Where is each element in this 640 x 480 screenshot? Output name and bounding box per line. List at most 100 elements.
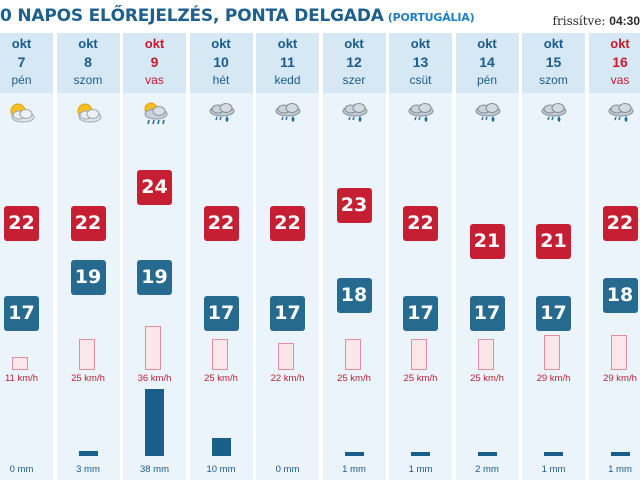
day-column[interactable]: okt 12 szer 23 18 25 km/h 1 mm [322,33,386,480]
wind-bar [544,335,560,370]
day-number: 10 [213,54,229,70]
wind-speed: 25 km/h [470,373,504,384]
min-temp-badge: 18 [602,278,638,313]
wind-bar [78,339,95,370]
day-number: 16 [612,54,628,70]
day-weekday: szer [342,73,366,87]
day-header: okt 8 szom [56,33,120,93]
wind-bar [278,343,294,370]
day-number: 12 [346,54,362,70]
min-temp-badge: 17 [203,296,239,331]
day-weekday: vas [145,73,164,87]
day-column[interactable]: okt 15 szom 21 17 29 km/h 1 mm [522,33,585,480]
day-number: 11 [280,54,295,70]
day-month: okt [477,36,497,51]
wind-speed: 11 km/h [4,373,39,384]
day-column[interactable]: okt 8 szom 22 19 25 km/h 3 mm [56,33,120,480]
day-month: okt [543,36,564,51]
day-header: okt 13 csüt [389,33,452,93]
cloud-rain-icon [538,100,570,126]
min-temp-badge: 17 [536,296,571,331]
day-weekday: vas [610,73,630,87]
sun-cloud-rain-icon [139,100,171,126]
max-temp-badge: 24 [137,170,172,205]
day-number: 9 [150,54,159,70]
day-month: okt [11,36,32,51]
min-temp-badge: 19 [137,260,172,295]
day-header: okt 10 hét [189,33,253,93]
rain-amount: 1 mm [541,464,566,475]
wind-speed: 25 km/h [71,373,105,384]
max-temp-badge: 22 [4,206,39,241]
min-temp-badge: 17 [270,296,305,331]
cloud-rain-icon [472,100,504,126]
wind-speed: 25 km/h [204,373,238,384]
day-header: okt 9 vas [123,33,186,93]
day-column[interactable]: okt 9 vas 24 19 36 km/h 38 mm [123,33,186,480]
country-label: (PORTUGÁLIA) [387,11,475,24]
day-weekday: hét [212,73,230,87]
rain-amount: 1 mm [342,464,366,475]
day-weekday: pén [476,73,498,87]
rain-bar [610,452,630,456]
cloud-rain-icon [405,100,437,126]
min-temp-badge: 18 [336,278,372,313]
updated-label: frissítve: [552,14,606,28]
max-temp-badge: 23 [336,188,372,223]
day-weekday: szom [73,73,103,87]
wind-speed: 22 km/h [270,373,305,384]
day-number: 15 [545,54,562,70]
cloud-rain-icon [339,100,371,126]
day-column[interactable]: okt 7 pén 22 17 11 km/h 0 mm [0,33,53,480]
day-header: okt 16 vas [588,33,640,93]
day-number: 13 [412,54,429,70]
wind-bar [344,339,361,370]
min-temp-badge: 19 [70,260,106,295]
max-temp-badge: 21 [536,224,571,259]
max-temp-badge: 22 [602,206,638,241]
rain-bar [344,452,364,456]
wind-speed: 25 km/h [403,373,438,384]
wind-speed: 25 km/h [337,373,371,384]
wind-speed: 29 km/h [536,373,571,384]
min-temp-badge: 17 [469,296,505,331]
day-weekday: csüt [409,73,432,87]
rain-bar [78,451,98,456]
day-header: okt 14 pén [455,33,519,93]
rain-bar [477,452,497,456]
day-weekday: pén [11,73,32,87]
rain-amount: 0 mm [275,464,300,475]
rain-amount: 1 mm [408,464,433,475]
rain-amount: 2 mm [475,464,499,475]
wind-bar [411,339,427,370]
day-number: 7 [17,54,26,70]
day-column[interactable]: okt 10 hét 22 17 25 km/h 10 mm [189,33,253,480]
day-header: okt 15 szom [522,33,585,93]
sun-cloud-icon [73,100,105,126]
wind-bar [610,335,627,370]
rain-bar [544,452,563,456]
wind-bar [211,339,228,370]
rain-amount: 38 mm [139,464,170,475]
day-header: okt 11 kedd [256,33,319,93]
rain-amount: 10 mm [206,464,236,475]
updated-time: 04:30 [609,14,640,28]
day-column[interactable]: okt 14 pén 21 17 25 km/h 2 mm [455,33,519,480]
day-column[interactable]: okt 11 kedd 22 17 22 km/h 0 mm [256,33,319,480]
max-temp-badge: 22 [203,206,239,241]
cloud-rain-icon [206,100,238,126]
day-column[interactable]: okt 13 csüt 22 17 25 km/h 1 mm [389,33,452,480]
max-temp-badge: 21 [469,224,505,259]
wind-bar [477,339,494,370]
day-weekday: szom [539,73,568,87]
rain-amount: 0 mm [9,464,34,475]
wind-bar [12,357,28,370]
wind-speed: 29 km/h [603,373,637,384]
day-column[interactable]: okt 16 vas 22 18 29 km/h 1 mm [588,33,640,480]
day-number: 14 [479,54,495,70]
day-header: okt 12 szer [322,33,386,93]
rain-bar [145,389,164,456]
rain-amount: 3 mm [76,464,100,475]
day-number: 8 [84,54,92,70]
wind-bar [145,326,161,370]
